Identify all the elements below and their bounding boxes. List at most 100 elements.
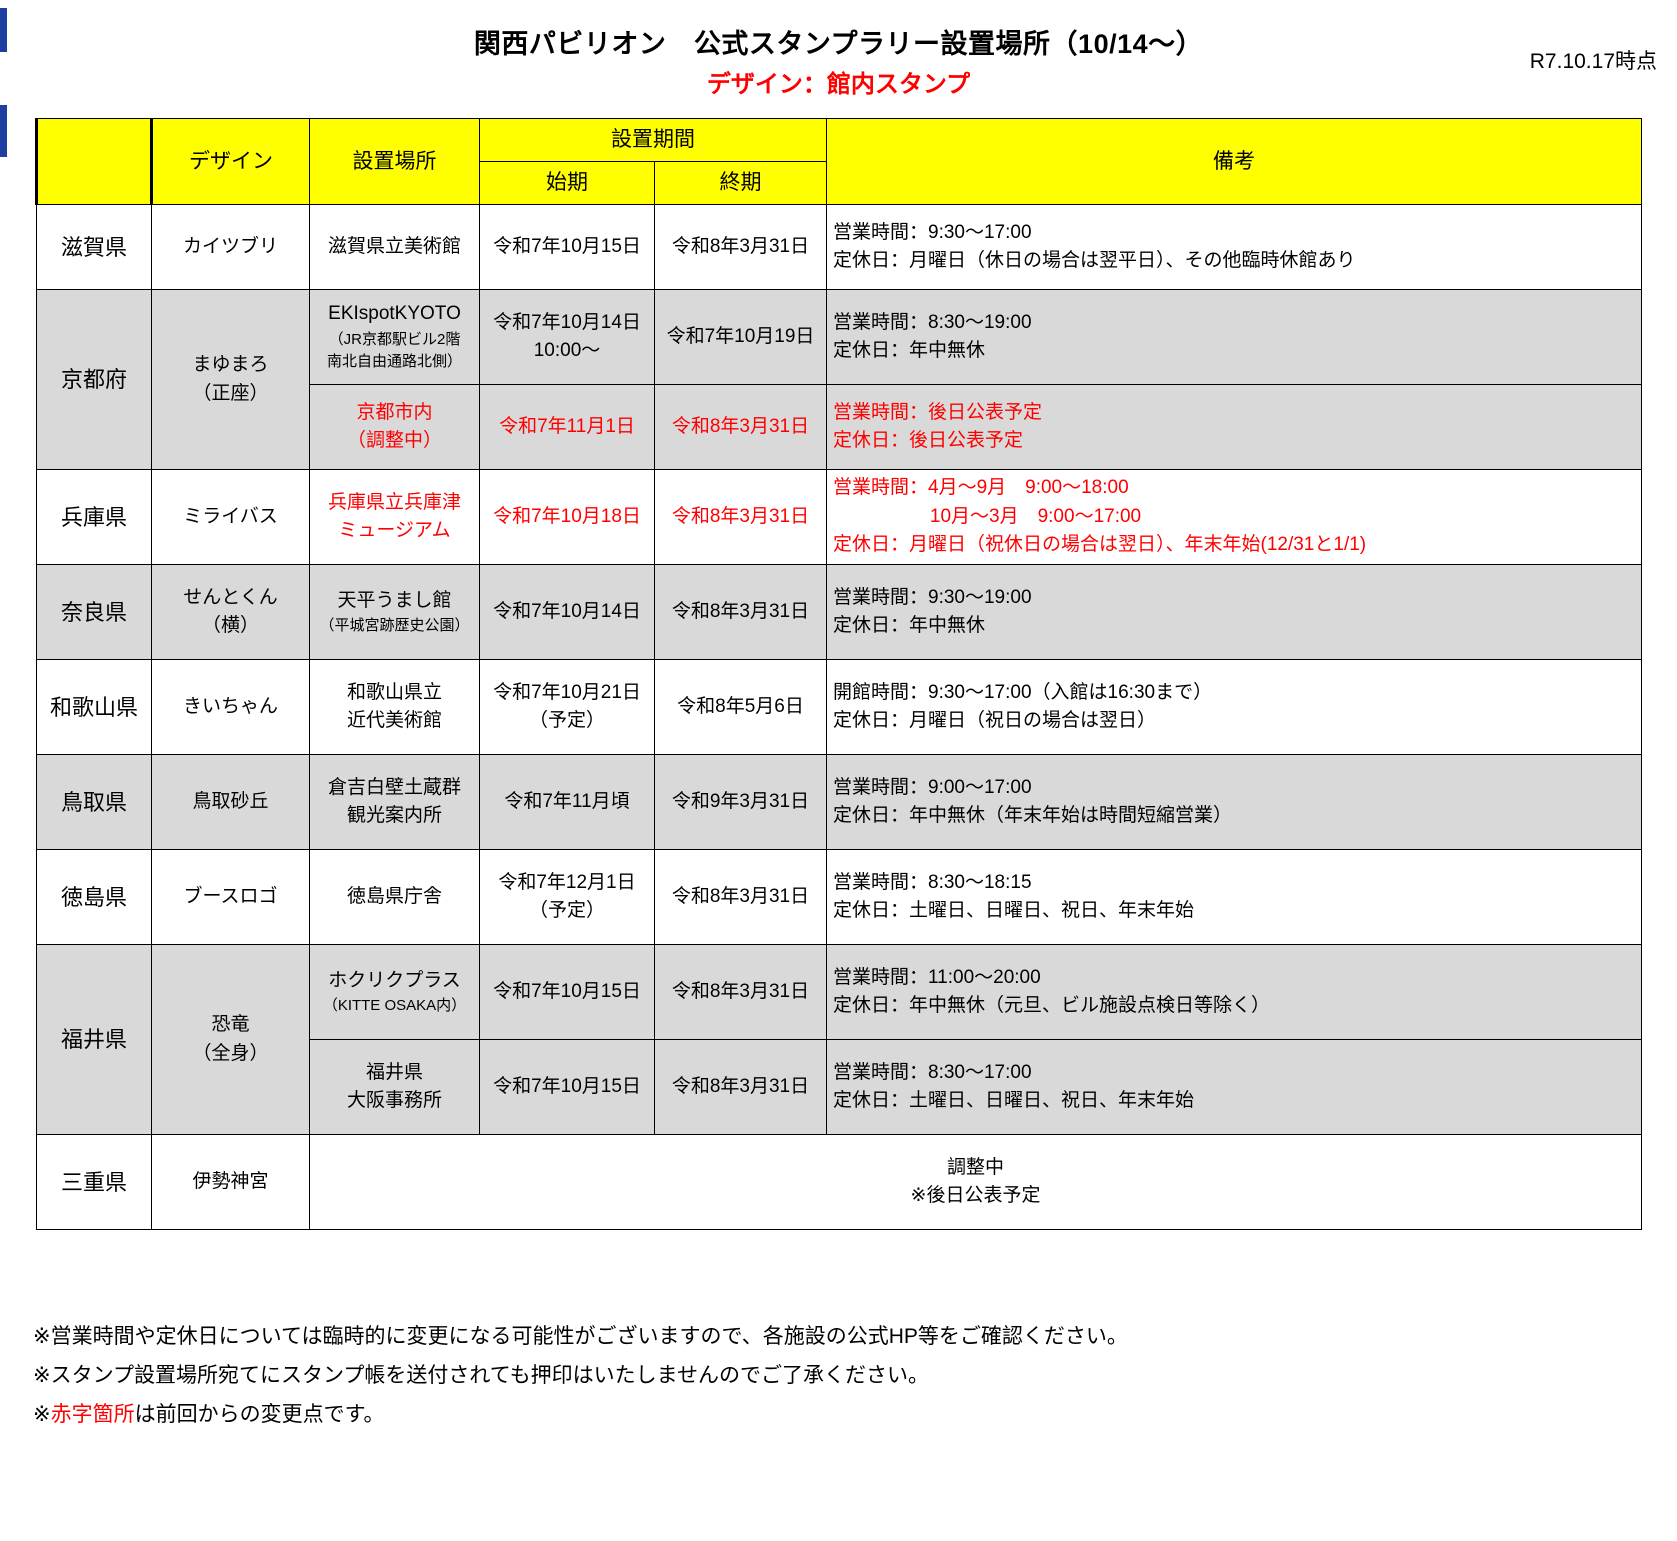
footnote-3-prefix: ※ (33, 1402, 51, 1426)
table-header-row-2: 始期 終期 (37, 161, 1642, 205)
place-main: 福井県 (365, 1061, 423, 1083)
page-subtitle: デザイン：館内スタンプ (706, 70, 971, 98)
cell-design: きいちゃん (151, 659, 310, 755)
cell-design: せんとくん （横） (151, 564, 310, 660)
cell-design: ミライバス (151, 469, 310, 565)
column-header-period: 設置期間 (479, 118, 827, 162)
cell-remarks: 営業時間：8:30～18:15 定休日：土曜日、日曜日、祝日、年末年始 (826, 849, 1642, 945)
cell-end: 令和8年3月31日 (654, 204, 827, 290)
cell-remarks: 開館時間：9:30～17:00（入館は16:30まで） 定休日：月曜日（祝日の場… (826, 659, 1642, 755)
remarks-line: 営業時間：8:30～19:00 (833, 311, 1032, 333)
remarks-line: 定休日：年中無休（元旦、ビル施設点検日等除く） (833, 995, 1271, 1016)
place-main: ホクリクプラス (328, 969, 461, 991)
footnote-3-red-text: 赤字箇所 (50, 1402, 135, 1426)
cell-end: 令和7年10月19日 (654, 289, 827, 385)
cell-prefecture: 三重県 (36, 1134, 152, 1230)
footnote-3-suffix: は前回からの変更点です。 (134, 1402, 385, 1426)
footnote-2: ※スタンプ設置場所宛てにスタンプ帳を送付されても押印はいたしませんのでご了承くだ… (33, 1363, 930, 1387)
cell-remarks: 営業時間：11:00～20:00 定休日：年中無休（元旦、ビル施設点検日等除く） (826, 944, 1642, 1040)
cell-end: 令和8年3月31日 (654, 469, 827, 565)
cell-remarks: 営業時間：9:30～19:00 定休日：年中無休 (826, 564, 1642, 660)
cell-end: 令和8年3月31日 (654, 944, 827, 1040)
place-sub: （平城宮跡歴史公園） (319, 617, 470, 634)
cell-start: 令和7年10月15日 (479, 944, 655, 1040)
remarks-line: 定休日：年中無休（年末年始は時間短縮営業） (833, 805, 1233, 826)
cell-design: 鳥取砂丘 (151, 754, 310, 850)
cell-place: ホクリクプラス （KITTE OSAKA内） (309, 944, 480, 1040)
table-header: デザイン 設置場所 設置期間 備考 始期 終期 (35, 118, 1642, 205)
cell-prefecture: 兵庫県 (36, 469, 152, 565)
remarks-line-indented: 10月～3月 9:00～17:00 (929, 505, 1142, 527)
start-sub: （予定） (528, 900, 605, 921)
place-sub: （調整中） (346, 430, 442, 451)
cell-start: 令和7年10月15日 (479, 1039, 655, 1135)
column-header-start: 始期 (479, 161, 655, 205)
cell-remarks: 営業時間：8:30～17:00 定休日：土曜日、日曜日、祝日、年末年始 (826, 1039, 1642, 1135)
table-row: 京都府 まゆまろ （正座） EKIspotKYOTO （JR京都駅ビル2階 南北… (36, 289, 1642, 470)
left-edge-mark-top (0, 8, 7, 52)
column-header-place: 設置場所 (309, 118, 480, 205)
table-row: 三重県 伊勢神宮 調整中 ※後日公表予定 (36, 1134, 1642, 1230)
remarks-line: 定休日：月曜日（休日の場合は翌平日）、その他臨時休館あり (833, 250, 1356, 271)
remarks-line: 定休日：月曜日（祝休日の場合は翌日）、年末年始(12/31と1/1) (833, 534, 1367, 556)
cell-place: 兵庫県立兵庫津 ミュージアム (309, 469, 480, 565)
place-sub: （KITTE OSAKA内） (322, 997, 467, 1014)
design-sub: （全身） (192, 1042, 269, 1064)
cell-end: 令和9年3月31日 (654, 754, 827, 850)
cell-place: 天平うまし館 （平城宮跡歴史公園） (309, 564, 480, 660)
cell-design: カイツブリ (151, 204, 310, 290)
place-sub: （JR京都駅ビル2階 (328, 330, 461, 348)
table-row: 鳥取県 鳥取砂丘 倉吉白壁土蔵群 観光案内所 令和7年11月頃 令和9年3月31… (36, 754, 1642, 850)
cell-design: 伊勢神宮 (151, 1134, 310, 1230)
start-main: 令和7年10月21日 (493, 681, 641, 703)
remarks-line: 営業時間：11:00～20:00 (833, 966, 1041, 988)
status-line: 調整中 (946, 1156, 1004, 1178)
table-row: 京都市内 （調整中） 令和7年11月1日 令和8年3月31日 営業時間：後日公表… (36, 384, 1642, 470)
cell-start: 令和7年12月1日 （予定） (479, 849, 655, 945)
place-main: 京都市内 (356, 401, 433, 423)
cell-design: まゆまろ （正座） (151, 289, 310, 470)
remarks-line: 定休日：年中無休 (833, 340, 986, 361)
table-row: 奈良県 せんとくん （横） 天平うまし館 （平城宮跡歴史公園） 令和7年10月1… (36, 564, 1642, 660)
footnote-1: ※営業時間や定休日については臨時的に変更になる可能性がございますので、各施設の公… (33, 1325, 1128, 1348)
remarks-line: 定休日：月曜日（祝日の場合は翌日） (833, 710, 1157, 731)
cell-prefecture: 滋賀県 (36, 204, 152, 290)
cell-prefecture: 京都府 (36, 289, 152, 470)
remarks-line: 営業時間：9:30～19:00 (833, 586, 1032, 608)
remarks-line: 定休日：後日公表予定 (833, 430, 1024, 451)
cell-end: 令和8年3月31日 (654, 564, 827, 660)
cell-remarks: 営業時間：後日公表予定 定休日：後日公表予定 (826, 384, 1642, 470)
left-edge-mark-bottom (0, 105, 7, 157)
remarks-line: 営業時間：9:30～17:00 (833, 221, 1032, 243)
place-sub: 近代美術館 (346, 710, 442, 731)
cell-place: 徳島県庁舎 (309, 849, 480, 945)
as-of-date: R7.10.17時点 (1529, 50, 1657, 73)
cell-place: EKIspotKYOTO （JR京都駅ビル2階 南北自由通路北側） (309, 289, 480, 385)
table-row: 滋賀県 カイツブリ 滋賀県立美術館 令和7年10月15日 令和8年3月31日 営… (36, 204, 1642, 290)
cell-place: 和歌山県立 近代美術館 (309, 659, 480, 755)
cell-remarks: 営業時間：8:30～19:00 定休日：年中無休 (826, 289, 1642, 385)
place-sub: 南北自由通路北側） (326, 353, 462, 371)
place-sub: 大阪事務所 (346, 1090, 442, 1111)
page-title: 関西パビリオン 公式スタンプラリー設置場所（10/14～） (473, 29, 1204, 59)
remarks-line: 定休日：土曜日、日曜日、祝日、年末年始 (833, 900, 1195, 921)
cell-place: 京都市内 （調整中） (309, 384, 480, 470)
place-sub: 観光案内所 (346, 805, 442, 826)
footnotes: ※営業時間や定休日については臨時的に変更になる可能性がございますので、各施設の公… (33, 1318, 1643, 1435)
column-header-remarks: 備考 (826, 118, 1642, 205)
table-row: 兵庫県 ミライバス 兵庫県立兵庫津 ミュージアム 令和7年10月18日 令和8年… (36, 469, 1642, 565)
start-sub: 10:00～ (533, 340, 601, 361)
cell-end: 令和8年3月31日 (654, 384, 827, 470)
place-main: 和歌山県立 (346, 681, 442, 703)
remarks-line: 開館時間：9:30～17:00（入館は16:30まで） (833, 681, 1213, 703)
place-sub: ミュージアム (338, 520, 451, 541)
start-main: 令和7年12月1日 (498, 871, 636, 893)
cell-remarks: 営業時間：4月～9月 9:00～18:00 10月～3月 9:00～17:00 … (826, 469, 1642, 565)
cell-prefecture: 奈良県 (36, 564, 152, 660)
design-main: せんとくん (183, 586, 278, 608)
place-main: EKIspotKYOTO (328, 303, 461, 325)
cell-start: 令和7年10月14日 10:00～ (479, 289, 655, 385)
remarks-line: 定休日：土曜日、日曜日、祝日、年末年始 (833, 1090, 1195, 1111)
place-main: 倉吉白壁土蔵群 (327, 776, 461, 798)
